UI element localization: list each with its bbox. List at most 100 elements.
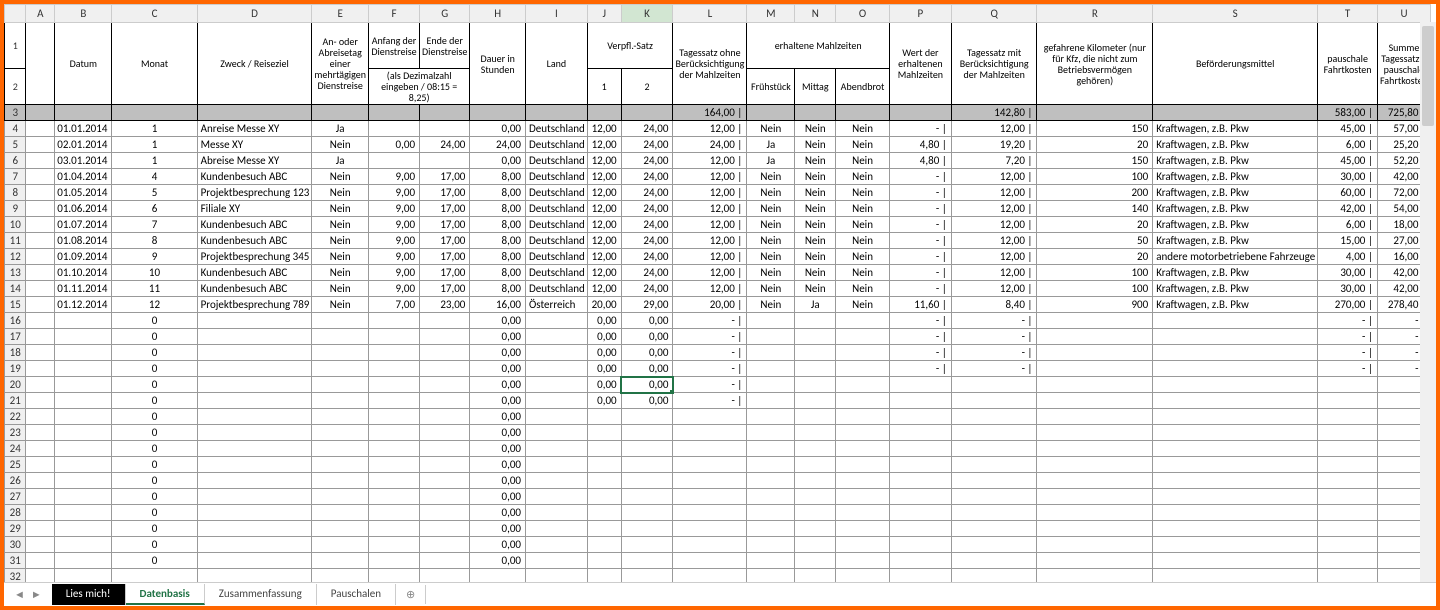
cell-R[interactable] [1037,521,1153,537]
cell-J[interactable]: 12,00 [587,153,621,169]
cell-C[interactable]: 8 [112,233,197,249]
row-header[interactable]: 17 [5,329,26,345]
cell-Q[interactable] [951,457,1037,473]
cell-P[interactable]: 4,80 | [889,153,951,169]
cell-P[interactable]: 4,80 | [889,137,951,153]
cell-S[interactable] [1153,553,1318,569]
cell-M[interactable]: Nein [747,121,795,137]
cell-I[interactable] [526,537,588,553]
cell-C[interactable]: 9 [112,249,197,265]
row-header[interactable]: 32 [5,569,26,583]
cell-C[interactable]: 0 [112,361,197,377]
cell-A[interactable] [26,153,55,169]
cell-K[interactable] [621,473,673,489]
cell-L[interactable] [673,553,747,569]
cell-D[interactable] [197,505,312,521]
cell-P[interactable]: - | [889,185,951,201]
cell-G[interactable] [420,361,470,377]
cell-J[interactable] [587,553,621,569]
cell-E[interactable]: Ja [312,121,369,137]
cell-G[interactable] [420,537,470,553]
cell-H[interactable]: 8,00 [470,217,526,233]
cell-L[interactable] [673,473,747,489]
row-header[interactable]: 8 [5,185,26,201]
cell-B[interactable]: 01.07.2014 [55,217,112,233]
cell-H[interactable]: 0,00 [470,537,526,553]
cell-K[interactable]: 29,00 [621,297,673,313]
cell-B[interactable] [55,425,112,441]
cell-N[interactable] [795,393,836,409]
row-header[interactable]: 2 [5,69,26,105]
cell-E[interactable]: Nein [312,185,369,201]
cell-E[interactable] [312,409,369,425]
cell-L[interactable]: 12,00 | [673,217,747,233]
cell-F[interactable] [368,457,419,473]
cell-P[interactable] [889,409,951,425]
cell-N[interactable]: Nein [795,217,836,233]
cell-C[interactable]: 11 [112,281,197,297]
cell-N[interactable] [795,377,836,393]
cell-C[interactable]: 0 [112,473,197,489]
cell-I[interactable]: Deutschland [526,121,588,137]
cell-M[interactable]: Ja [747,153,795,169]
cell-K[interactable]: 24,00 [621,265,673,281]
column-header-L[interactable]: L [673,5,747,23]
column-header-Q[interactable]: Q [951,5,1037,23]
cell-D[interactable]: Anreise Messe XY [197,121,312,137]
cell-C[interactable]: 0 [112,425,197,441]
row-header[interactable]: 21 [5,393,26,409]
cell-G[interactable] [420,521,470,537]
cell-F[interactable] [368,409,419,425]
column-header-C[interactable]: C [112,5,197,23]
cell-G[interactable]: 24,00 [420,137,470,153]
cell-K[interactable]: 0,00 [621,393,673,409]
total-A[interactable] [26,105,55,121]
cell-L[interactable]: 12,00 | [673,249,747,265]
cell-D[interactable]: Kundenbesuch ABC [197,265,312,281]
cell-N[interactable] [795,425,836,441]
cell-F[interactable] [368,377,419,393]
cell-G[interactable]: 17,00 [420,233,470,249]
cell-P[interactable]: - | [889,329,951,345]
column-header-B[interactable]: B [55,5,112,23]
cell-T[interactable] [1318,393,1378,409]
add-sheet-button[interactable]: ⊕ [396,585,426,604]
cell-G[interactable] [420,425,470,441]
cell-P[interactable]: - | [889,345,951,361]
cell-N[interactable] [795,313,836,329]
cell-M[interactable]: Nein [747,233,795,249]
cell-M[interactable] [747,393,795,409]
cell-M[interactable]: Nein [747,265,795,281]
cell-G[interactable]: 17,00 [420,249,470,265]
cell-E[interactable] [312,521,369,537]
cell-M[interactable] [747,441,795,457]
total-S[interactable] [1153,105,1318,121]
cell-P[interactable]: 11,60 | [889,297,951,313]
cell-G[interactable]: 17,00 [420,265,470,281]
cell-K[interactable] [621,489,673,505]
cell-P[interactable]: - | [889,169,951,185]
row-header[interactable]: 22 [5,409,26,425]
cell-B[interactable]: 03.01.2014 [55,153,112,169]
cell-S[interactable]: Kraftwagen, z.B. Pkw [1153,185,1318,201]
cell-P[interactable]: - | [889,201,951,217]
cell-R[interactable]: 150 [1037,153,1153,169]
sheet-tab[interactable]: Datenbasis [126,584,205,605]
cell-Q[interactable] [951,393,1037,409]
row-header[interactable]: 23 [5,425,26,441]
cell-T[interactable]: 270,00 | [1318,297,1378,313]
cell-S[interactable]: Kraftwagen, z.B. Pkw [1153,201,1318,217]
cell-Q[interactable]: 12,00 | [951,201,1037,217]
cell-I[interactable] [526,457,588,473]
cell-A[interactable] [26,473,55,489]
cell-N[interactable]: Nein [795,233,836,249]
cell-O[interactable]: Nein [836,169,890,185]
cell-B[interactable]: 01.11.2014 [55,281,112,297]
cell-C[interactable]: 6 [112,201,197,217]
total-E[interactable] [312,105,369,121]
cell-G[interactable] [420,153,470,169]
cell-E[interactable] [312,473,369,489]
cell-I[interactable] [526,345,588,361]
cell-Q[interactable]: 12,00 | [951,169,1037,185]
cell-I[interactable]: Deutschland [526,217,588,233]
